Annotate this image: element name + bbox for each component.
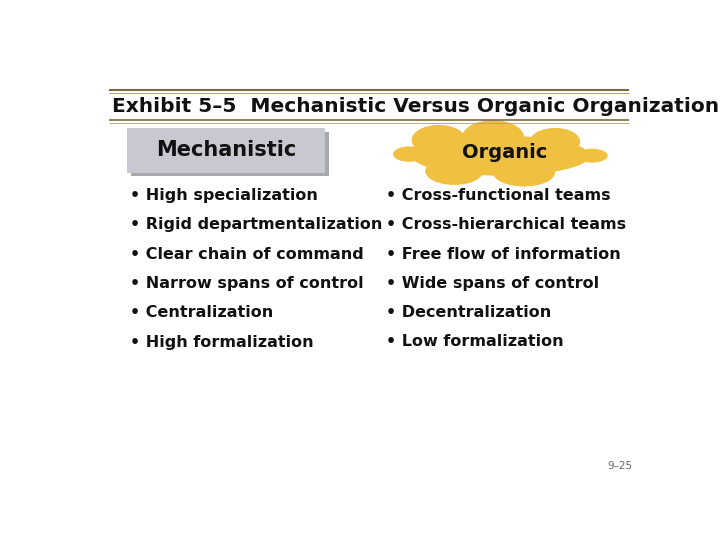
Ellipse shape bbox=[462, 120, 524, 154]
Text: • Narrow spans of control: • Narrow spans of control bbox=[130, 276, 364, 291]
Text: • Cross-hierarchical teams: • Cross-hierarchical teams bbox=[386, 218, 626, 232]
Text: • Cross-functional teams: • Cross-functional teams bbox=[386, 188, 611, 203]
Text: • High formalization: • High formalization bbox=[130, 334, 314, 349]
Text: Organic: Organic bbox=[462, 143, 547, 162]
Text: Mechanistic: Mechanistic bbox=[156, 140, 296, 160]
Text: 9–25: 9–25 bbox=[608, 461, 632, 471]
Text: • Centralization: • Centralization bbox=[130, 305, 274, 320]
Ellipse shape bbox=[530, 128, 580, 156]
Ellipse shape bbox=[393, 146, 426, 162]
Text: • Decentralization: • Decentralization bbox=[386, 305, 552, 320]
Ellipse shape bbox=[412, 125, 466, 156]
Text: • Wide spans of control: • Wide spans of control bbox=[386, 276, 599, 291]
Text: • Free flow of information: • Free flow of information bbox=[386, 247, 621, 262]
Text: • High specialization: • High specialization bbox=[130, 188, 318, 203]
Ellipse shape bbox=[577, 148, 608, 163]
FancyBboxPatch shape bbox=[127, 128, 325, 173]
FancyBboxPatch shape bbox=[131, 132, 329, 177]
Text: • Clear chain of command: • Clear chain of command bbox=[130, 247, 364, 262]
Ellipse shape bbox=[426, 157, 483, 185]
Ellipse shape bbox=[412, 136, 590, 176]
Text: Exhibit 5–5  Mechanistic Versus Organic Organization: Exhibit 5–5 Mechanistic Versus Organic O… bbox=[112, 97, 719, 116]
Text: • Rigid departmentalization: • Rigid departmentalization bbox=[130, 218, 382, 232]
Text: • Low formalization: • Low formalization bbox=[386, 334, 564, 349]
Ellipse shape bbox=[493, 159, 555, 186]
